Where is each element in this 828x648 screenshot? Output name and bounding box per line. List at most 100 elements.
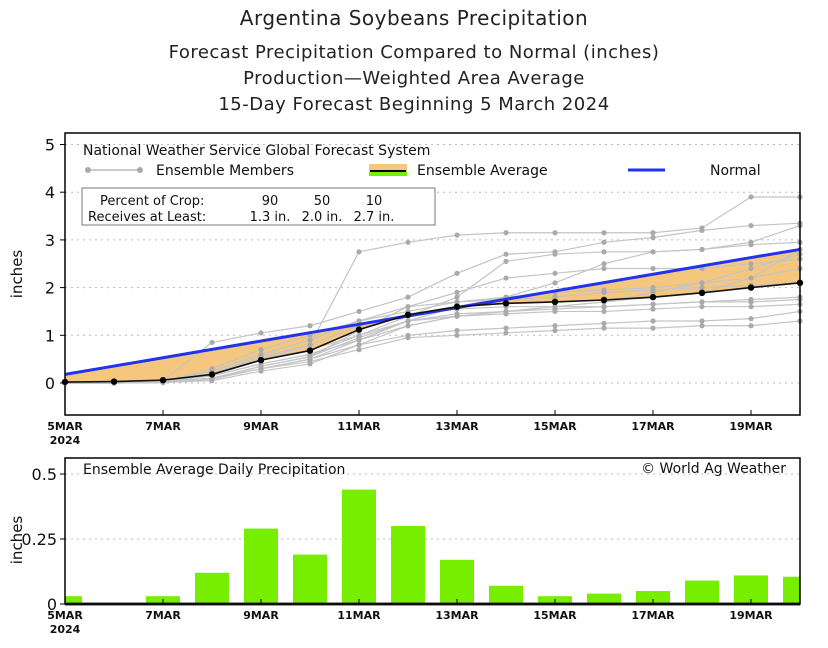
ensemble-member-point (699, 323, 705, 329)
ensemble-member-point (552, 294, 558, 300)
daily-precip-bar (391, 526, 425, 604)
ensemble-member-point (552, 327, 558, 334)
ensemble-member-point (650, 234, 656, 241)
ensemble-member-point (699, 318, 705, 324)
ensemble-member-line (65, 303, 801, 384)
ensemble-member-line (65, 282, 801, 384)
daily-precip-bar (195, 572, 229, 604)
ensemble-member-point (356, 347, 362, 353)
ensemble-member-point (503, 311, 509, 317)
ensemble-member-point (699, 304, 705, 310)
bar-chart-title: Ensemble Average Daily Precipitation (83, 462, 345, 478)
ensemble-member-point (503, 251, 509, 257)
x-tick-label: 7MAR (145, 609, 181, 622)
ensemble-member-point (258, 347, 264, 353)
daily-precip-bar (65, 596, 82, 604)
legend-average-label: Ensemble Average (417, 163, 548, 179)
crop-percent: 90 (262, 194, 279, 209)
ensemble-member-point (601, 230, 607, 236)
ensemble-member-point (699, 246, 705, 253)
ensemble-member-point (454, 327, 460, 334)
x-tick-label: 5MAR (47, 420, 83, 433)
ensemble-member-point (601, 239, 607, 245)
x-tick-label: 9MAR (243, 609, 279, 622)
daily-precip-bar (440, 559, 474, 604)
ensemble-average-point (404, 311, 412, 318)
ensemble-member-point (552, 230, 558, 236)
crop-table-box (81, 187, 436, 226)
ensemble-average-point (453, 303, 461, 310)
ensemble-member-point (454, 289, 460, 295)
ensemble-member-point (748, 265, 754, 272)
chart-subtitle-1: Forecast Precipitation Compared to Norma… (168, 42, 660, 63)
ensemble-member-point (405, 335, 411, 341)
y-tick-label: 4 (45, 183, 55, 202)
ensemble-member-point (405, 304, 411, 310)
daily-precip-bar (489, 585, 523, 604)
ensemble-member-point (503, 330, 509, 336)
crop-percent: 50 (314, 194, 331, 209)
ensemble-member-point (748, 323, 754, 329)
legend-normal-label: Normal (710, 163, 761, 179)
ensemble-member-point (405, 294, 411, 300)
y-axis-label: inches (8, 250, 26, 299)
x-tick-label: 17MAR (631, 609, 675, 622)
ensemble-member-point (650, 325, 656, 331)
ensemble-member-point (699, 280, 705, 286)
ensemble-member-point (454, 313, 460, 319)
legend-members-dot (85, 167, 91, 173)
ensemble-member-point (356, 308, 362, 315)
ensemble-member-point (307, 337, 313, 343)
ensemble-member-point (552, 251, 558, 257)
x-tick-label: 15MAR (533, 420, 577, 433)
ensemble-member-point (454, 232, 460, 238)
ensemble-average-point (600, 296, 608, 304)
crop-amount: 2.7 in. (354, 210, 395, 225)
ensemble-member-point (503, 258, 509, 264)
legend-average-green (369, 172, 407, 176)
ensemble-average-point (159, 376, 167, 384)
ensemble-member-point (405, 323, 411, 329)
legend-members-label: Ensemble Members (156, 163, 294, 179)
ensemble-member-point (748, 304, 754, 310)
ensemble-average-point (110, 378, 118, 385)
ensemble-member-point (748, 222, 754, 229)
chart-subtitle-3: 15-Day Forecast Beginning 5 March 2024 (218, 94, 610, 115)
ensemble-member-point (307, 354, 313, 360)
ensemble-member-line (65, 267, 801, 384)
ensemble-normal-gap-fill (65, 249, 800, 383)
ensemble-member-point (356, 249, 362, 255)
x-tick-label: 17MAR (631, 420, 675, 433)
ensemble-member-point (454, 294, 460, 300)
crop-amount: 2.0 in. (302, 210, 343, 225)
daily-precip-bar (587, 593, 621, 604)
daily-precip-bar (636, 591, 670, 604)
crop-amount: 1.3 in. (250, 210, 291, 225)
ensemble-average-point (306, 347, 314, 354)
ensemble-member-point (699, 299, 705, 305)
ensemble-average-point (208, 371, 216, 378)
x-tick-label: 7MAR (145, 420, 181, 433)
x-tick-label: 13MAR (435, 420, 479, 433)
ensemble-member-point (307, 342, 313, 348)
ensemble-member-point (552, 304, 558, 310)
y-tick-label: 0 (47, 595, 57, 614)
ensemble-member-point (748, 261, 754, 267)
x-tick-label: 19MAR (729, 609, 773, 622)
ensemble-member-point (601, 289, 607, 295)
ensemble-average-point (551, 298, 559, 306)
ensemble-member-point (699, 227, 705, 233)
ensemble-member-point (748, 239, 754, 245)
ensemble-member-point (454, 299, 460, 305)
ensemble-member-point (552, 308, 558, 315)
crop-row1-label: Percent of Crop: (100, 194, 204, 209)
ensemble-member-point (650, 301, 656, 307)
daily-precip-bar (244, 528, 278, 604)
ensemble-member-point (699, 285, 705, 291)
x-tick-label: 13MAR (435, 609, 479, 622)
x-tick-sublabel: 2024 (50, 434, 81, 447)
ensemble-member-point (748, 299, 754, 305)
ensemble-member-point (748, 316, 754, 322)
ensemble-average-point (257, 356, 265, 364)
